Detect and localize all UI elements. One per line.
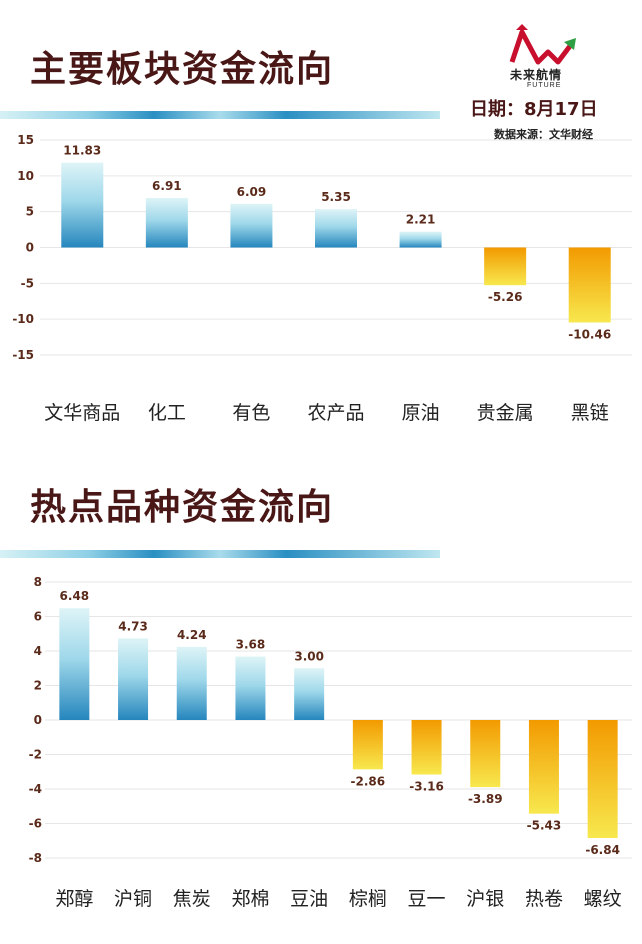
y-tick-label: 5 [26, 205, 34, 219]
chart2-plot: 8 6 4 2 0 -2 -4 -6 -8 6.48 郑醇 4.73 沪铜 4.24 焦炭 3.68 郑棉 3.0… [29, 575, 632, 910]
bar [61, 162, 104, 248]
bar [587, 720, 618, 838]
y-tick-label: 0 [26, 241, 34, 255]
bar [399, 231, 442, 248]
bar-value-label: 4.73 [118, 619, 148, 633]
bar [484, 247, 527, 286]
y-tick-label: -15 [12, 348, 34, 362]
y-tick-label: -6 [29, 817, 42, 831]
bar [230, 203, 273, 248]
bar-value-label: 3.68 [236, 638, 266, 652]
bar-value-label: -3.89 [468, 792, 503, 806]
x-category-label: 有色 [232, 402, 270, 424]
bar-value-label: 4.24 [177, 628, 207, 642]
y-tick-label: -10 [12, 312, 34, 326]
x-category-label: 郑醇 [55, 888, 93, 910]
logo-subtext: FUTURE [527, 82, 562, 89]
x-category-label: 贵金属 [477, 402, 534, 424]
y-tick-label: -5 [21, 276, 34, 290]
bar [118, 638, 149, 720]
logo-arrow-icon [509, 24, 576, 65]
chart2-title: 热点品种资金流向 [30, 487, 335, 528]
decorative-band [0, 111, 440, 119]
bar-value-label: 6.91 [152, 179, 182, 193]
x-category-label: 豆一 [408, 888, 446, 910]
x-category-label: 热卷 [525, 888, 563, 910]
x-category-label: 黑链 [571, 402, 609, 424]
x-category-label: 原油 [402, 402, 440, 424]
bar [568, 247, 611, 323]
bar-value-label: 6.48 [60, 589, 90, 603]
y-tick-label: -8 [29, 851, 42, 865]
bar [294, 668, 325, 720]
bar [59, 608, 90, 720]
y-tick-label: -2 [29, 748, 42, 762]
x-category-label: 文华商品 [44, 402, 120, 424]
bar [352, 720, 383, 770]
logo-text: 未来航情 [510, 68, 563, 82]
bar-value-label: 3.00 [294, 649, 324, 663]
x-category-label: 沪铜 [114, 888, 152, 910]
bar [411, 720, 442, 775]
y-tick-label: 15 [17, 133, 34, 147]
bar-value-label: 5.35 [321, 190, 351, 204]
y-tick-label: 8 [34, 575, 42, 589]
bar-value-label: -5.26 [488, 290, 523, 304]
data-source-label: 数据来源：文华财经 [494, 128, 593, 141]
bar-value-label: -5.43 [527, 819, 562, 833]
x-category-label: 沪银 [466, 888, 504, 910]
y-tick-label: -4 [29, 782, 42, 796]
x-category-label: 焦炭 [173, 888, 211, 910]
bar-value-label: 11.83 [63, 144, 101, 158]
bar [470, 720, 501, 788]
bar-value-label: 2.21 [406, 213, 436, 227]
x-category-label: 螺纹 [584, 888, 622, 910]
y-tick-label: 6 [34, 610, 42, 624]
chart1-plot: 15 10 5 0 -5 -10 -15 11.83 文华商品 6.91 化工 6.09 有色 5.35 农… [12, 133, 632, 424]
bar-value-label: -2.86 [351, 774, 386, 788]
y-tick-label: 2 [34, 679, 42, 693]
y-tick-label: 4 [34, 644, 42, 658]
bar [235, 656, 266, 720]
y-tick-label: 0 [34, 713, 42, 727]
x-category-label: 豆油 [290, 888, 328, 910]
x-category-label: 棕榈 [349, 888, 387, 910]
bar-value-label: -6.84 [585, 843, 620, 857]
bar [176, 646, 207, 720]
y-tick-label: 10 [17, 169, 34, 183]
bar [528, 720, 559, 814]
x-category-label: 农产品 [307, 402, 364, 424]
bar-value-label: -3.16 [409, 780, 444, 794]
decorative-band [0, 550, 440, 558]
x-category-label: 郑棉 [231, 888, 269, 910]
bar [315, 209, 357, 248]
bar [145, 197, 188, 248]
bar-value-label: 6.09 [237, 185, 267, 199]
date-label: 日期：8月17日 [470, 99, 598, 120]
chart1-title: 主要板块资金流向 [30, 49, 335, 90]
x-category-label: 化工 [148, 402, 186, 424]
bar-value-label: -10.46 [568, 327, 611, 341]
